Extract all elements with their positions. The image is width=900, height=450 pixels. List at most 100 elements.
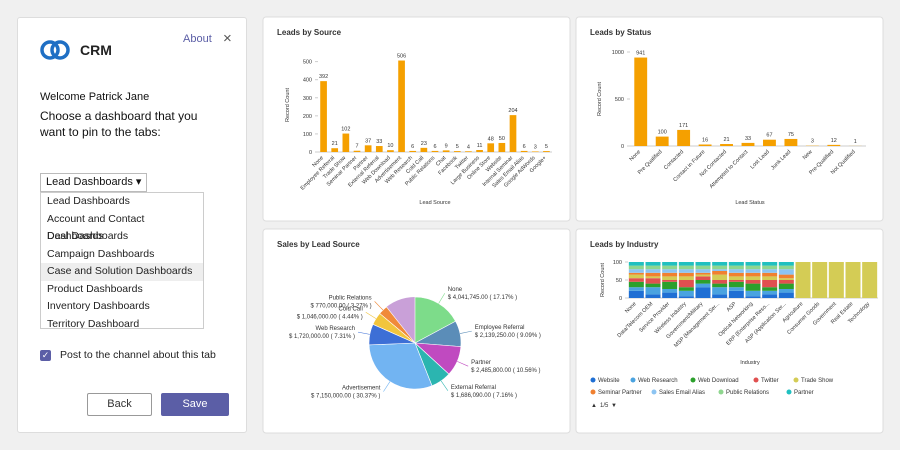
bar-segment bbox=[728, 269, 744, 273]
slice-value: $ 2,485,800.00 ( 10.56% ) bbox=[471, 368, 540, 374]
bar bbox=[476, 150, 483, 152]
legend-label: Web Research bbox=[638, 378, 678, 384]
bar-segment bbox=[662, 276, 678, 280]
brand: CRM bbox=[80, 42, 112, 58]
bar-segment bbox=[645, 272, 661, 277]
bar-segment bbox=[778, 289, 794, 293]
y-axis-title: Record Count bbox=[600, 263, 606, 297]
slice-value: $ 1,046,000.00 ( 4.44% ) bbox=[297, 314, 363, 320]
legend-swatch bbox=[793, 377, 799, 383]
bar-segment bbox=[628, 287, 644, 291]
bar-segment bbox=[712, 287, 728, 295]
y-tick-label: 300 bbox=[303, 96, 312, 102]
dropdown-option[interactable]: Account and Contact Dashboards bbox=[47, 212, 145, 243]
slice-value: $ 7,150,000.00 ( 30.37% ) bbox=[311, 394, 380, 400]
value-label: 12 bbox=[831, 138, 837, 144]
dropdown-list: Lead Dashboards Account and Contact Dashb… bbox=[40, 192, 204, 329]
bar bbox=[634, 57, 648, 146]
value-label: 33 bbox=[745, 136, 751, 142]
pie-slice bbox=[368, 342, 433, 390]
y-tick-label: 500 bbox=[303, 60, 312, 66]
dropdown-option[interactable]: Lead Dashboards bbox=[47, 195, 130, 207]
bar bbox=[409, 150, 417, 152]
bar-segment bbox=[712, 265, 728, 270]
bar-segment bbox=[745, 276, 761, 280]
slice-label: Public Relations bbox=[329, 295, 372, 301]
dropdown-option[interactable]: Territory Dashboard bbox=[47, 317, 140, 329]
value-label: 7 bbox=[355, 144, 358, 150]
legend-label: Website bbox=[598, 378, 620, 384]
value-label: 67 bbox=[766, 133, 772, 139]
bar-segment bbox=[728, 276, 744, 280]
bar-segment bbox=[728, 262, 744, 266]
value-label: 3 bbox=[811, 139, 814, 145]
bar-segment bbox=[645, 287, 661, 295]
legend-swatch bbox=[630, 377, 636, 383]
dropdown-option[interactable]: Campaign Dashboards bbox=[47, 247, 155, 260]
value-label: 21 bbox=[723, 137, 729, 143]
bar-segment bbox=[728, 287, 744, 291]
bar-segment bbox=[728, 265, 744, 270]
slice-value: $ 4,041,745.00 ( 17.17% ) bbox=[448, 295, 517, 301]
chart-title: Sales by Lead Source bbox=[277, 240, 360, 249]
bar-segment bbox=[762, 280, 778, 288]
bar-segment bbox=[745, 290, 761, 297]
bar-segment bbox=[762, 265, 778, 270]
bar bbox=[398, 60, 405, 152]
close-button[interactable]: × bbox=[223, 30, 232, 47]
bar-segment bbox=[645, 265, 661, 270]
chart-title: Leads by Source bbox=[277, 28, 342, 37]
dropdown-option[interactable]: Case and Solution Dashboards bbox=[41, 263, 203, 281]
chart-title: Leads by Status bbox=[590, 28, 652, 37]
bar bbox=[741, 142, 755, 146]
bar-segment bbox=[728, 290, 744, 298]
bar bbox=[543, 151, 550, 152]
legend-arrow: ▼ bbox=[611, 403, 617, 409]
slice-label: None bbox=[448, 287, 463, 293]
bar-segment bbox=[662, 262, 678, 266]
slice-label: Cold Call bbox=[338, 306, 362, 312]
bar-segment bbox=[712, 262, 728, 266]
bar-segment bbox=[745, 269, 761, 273]
dropdown-option[interactable]: Product Dashboards bbox=[47, 282, 143, 295]
back-button[interactable]: Back bbox=[87, 393, 152, 416]
bar bbox=[677, 129, 691, 146]
about-link[interactable]: About bbox=[183, 33, 212, 45]
value-label: 506 bbox=[397, 54, 406, 60]
y-tick-label: 400 bbox=[303, 78, 312, 84]
leader-line bbox=[365, 312, 377, 319]
leader-line bbox=[459, 330, 472, 334]
x-axis-title: Lead Status bbox=[735, 200, 765, 206]
bar bbox=[387, 150, 394, 152]
bar-segment bbox=[728, 281, 744, 288]
value-label: 100 bbox=[658, 130, 667, 136]
bar-segment bbox=[712, 280, 728, 284]
bar-segment bbox=[762, 272, 778, 277]
dropdown-option[interactable]: Deal Dashboards bbox=[47, 230, 129, 242]
bar-segment bbox=[662, 280, 678, 282]
bar-segment bbox=[645, 269, 661, 273]
bar bbox=[531, 151, 539, 152]
save-button[interactable]: Save bbox=[161, 393, 229, 416]
bar-segment bbox=[778, 292, 794, 298]
bar bbox=[509, 115, 517, 152]
bar-segment bbox=[795, 262, 811, 298]
value-label: 3 bbox=[534, 144, 537, 150]
bar-segment bbox=[662, 265, 678, 270]
value-label: 5 bbox=[545, 144, 548, 150]
legend-swatch bbox=[718, 389, 724, 395]
checkbox[interactable]: ✓ bbox=[40, 350, 51, 361]
dropdown[interactable]: Lead Dashboards ▾ bbox=[40, 173, 148, 192]
bar-segment bbox=[678, 290, 694, 297]
legend-label: Sales Email Alias bbox=[659, 390, 705, 396]
leader-line bbox=[374, 301, 384, 311]
bar-segment bbox=[645, 294, 661, 298]
y-tick-label: 1000 bbox=[612, 50, 624, 56]
bar-segment bbox=[695, 269, 711, 273]
y-tick-label: 200 bbox=[303, 114, 312, 120]
value-label: 75 bbox=[788, 132, 794, 138]
slice-label: Advertisement bbox=[342, 386, 381, 392]
dropdown-option[interactable]: Inventory Dashboards bbox=[47, 300, 150, 312]
bar bbox=[353, 150, 361, 152]
